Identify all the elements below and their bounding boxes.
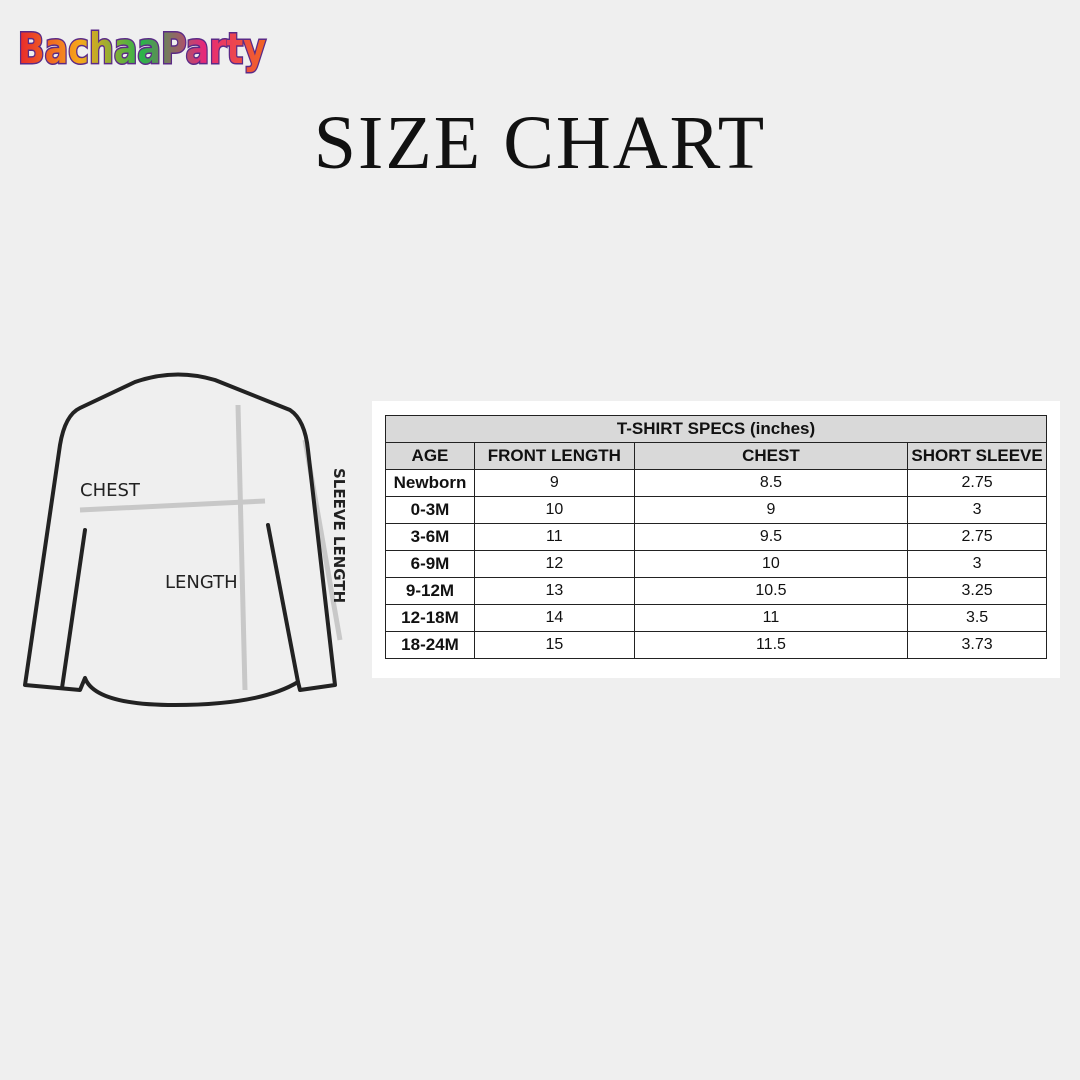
- value-cell: 2.75: [907, 469, 1047, 497]
- spec-table: T-SHIRT SPECS (inches) AGE FRONT LENGTH CH…: [385, 415, 1047, 659]
- sleeve-seam: [60, 528, 87, 690]
- value-cell: 9.5: [633, 523, 909, 551]
- column-header: AGE: [385, 442, 475, 470]
- column-header: FRONT LENGTH: [473, 442, 635, 470]
- value-cell: 11.5: [633, 631, 909, 659]
- value-cell: 8.5: [633, 469, 909, 497]
- table-row: 3-6M 11 9.5 2.75: [385, 523, 1047, 551]
- chest-label: CHEST: [80, 480, 141, 501]
- age-cell: 0-3M: [385, 496, 475, 524]
- value-cell: 3: [907, 550, 1047, 578]
- sleeve-label: SLEEVE LENGTH: [330, 468, 348, 603]
- value-cell: 10: [633, 550, 909, 578]
- value-cell: 9: [633, 496, 909, 524]
- value-cell: 3.25: [907, 577, 1047, 605]
- length-line: [235, 404, 248, 691]
- logo-text: BachaaParty: [18, 24, 266, 73]
- table-panel: T-SHIRT SPECS (inches) AGE FRONT LENGTH CH…: [372, 401, 1060, 678]
- header-row: AGE FRONT LENGTH CHEST SHORT SLEEVE: [385, 442, 1047, 470]
- age-cell: 3-6M: [385, 523, 475, 551]
- value-cell: 15: [473, 631, 635, 659]
- column-header: SHORT SLEEVE: [907, 442, 1047, 470]
- logo: BachaaParty: [17, 23, 268, 75]
- chest-line: [79, 498, 266, 513]
- age-cell: 18-24M: [385, 631, 475, 659]
- value-cell: 13: [473, 577, 635, 605]
- length-label: LENGTH: [165, 572, 238, 593]
- table-title: T-SHIRT SPECS (inches): [385, 415, 1047, 443]
- table-row: 0-3M 10 9 3: [385, 496, 1047, 524]
- table-body: Newborn 9 8.5 2.75 0-3M 10 9 3 3-6M 11 9.5 2.75 6-9M…: [385, 469, 1047, 659]
- value-cell: 9: [473, 469, 635, 497]
- value-cell: 12: [473, 550, 635, 578]
- value-cell: 2.75: [907, 523, 1047, 551]
- shirt-diagram: CHEST LENGTH SLEEVE LENGTH: [23, 372, 348, 707]
- table-row: 12-18M 14 11 3.5: [385, 604, 1047, 632]
- shirt-outline: [23, 372, 337, 707]
- table-head: T-SHIRT SPECS (inches) AGE FRONT LENGTH CH…: [385, 415, 1047, 470]
- value-cell: 10.5: [633, 577, 909, 605]
- table-row: 9-12M 13 10.5 3.25: [385, 577, 1047, 605]
- value-cell: 3: [907, 496, 1047, 524]
- table-row: 6-9M 12 10 3: [385, 550, 1047, 578]
- value-cell: 3.5: [907, 604, 1047, 632]
- table-row: Newborn 9 8.5 2.75: [385, 469, 1047, 497]
- column-header: CHEST: [633, 442, 909, 470]
- age-cell: 6-9M: [385, 550, 475, 578]
- sleeve-seam: [266, 523, 300, 684]
- value-cell: 11: [633, 604, 909, 632]
- value-cell: 14: [473, 604, 635, 632]
- title: SIZE CHART: [313, 101, 767, 185]
- age-cell: 9-12M: [385, 577, 475, 605]
- value-cell: 3.73: [907, 631, 1047, 659]
- table-row: 18-24M 15 11.5 3.73: [385, 631, 1047, 659]
- age-cell: 12-18M: [385, 604, 475, 632]
- value-cell: 10: [473, 496, 635, 524]
- age-cell: Newborn: [385, 469, 475, 497]
- value-cell: 11: [473, 523, 635, 551]
